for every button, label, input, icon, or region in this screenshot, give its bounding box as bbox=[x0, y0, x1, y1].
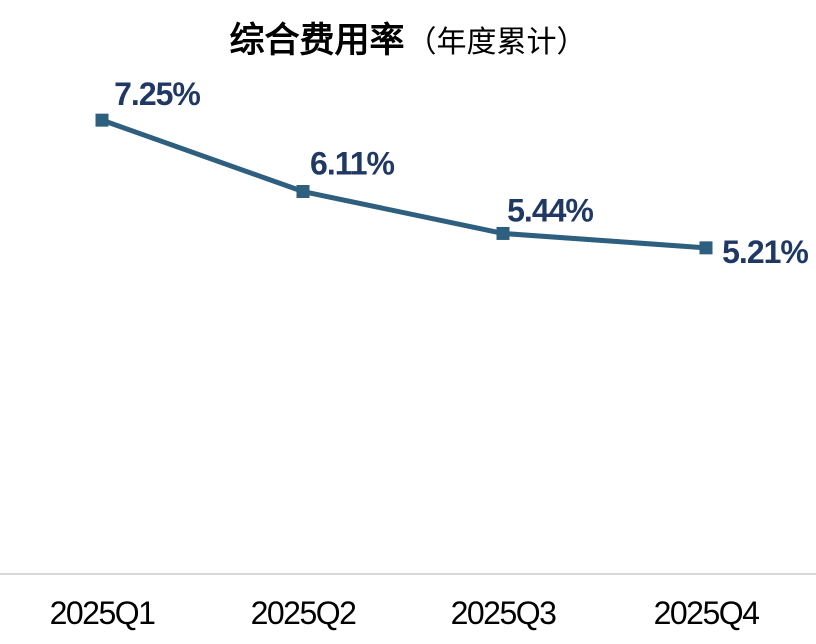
data-label-2025Q4: 5.21% bbox=[722, 234, 808, 270]
chart-title-paren: （年度累计） bbox=[406, 26, 587, 59]
data-point-marker-2025Q4 bbox=[699, 241, 713, 255]
x-axis-label-2025Q3: 2025Q3 bbox=[451, 595, 557, 631]
data-label-2025Q3: 5.44% bbox=[507, 192, 593, 228]
series-line bbox=[99, 117, 709, 251]
x-axis-label-2025Q4: 2025Q4 bbox=[654, 595, 760, 631]
x-axis-label-2025Q2: 2025Q2 bbox=[251, 595, 357, 631]
data-label-2025Q2: 6.11% bbox=[310, 146, 395, 182]
data-point-marker-2025Q2 bbox=[296, 185, 310, 199]
data-point-marker-2025Q1 bbox=[95, 113, 109, 127]
x-axis-label-2025Q1: 2025Q1 bbox=[50, 595, 156, 631]
data-point-marker-2025Q3 bbox=[496, 226, 510, 240]
chart-title: 综合费用率（年度累计） bbox=[0, 20, 816, 62]
data-label-2025Q1: 7.25% bbox=[114, 76, 200, 112]
chart-title-main: 综合费用率 bbox=[229, 21, 405, 60]
